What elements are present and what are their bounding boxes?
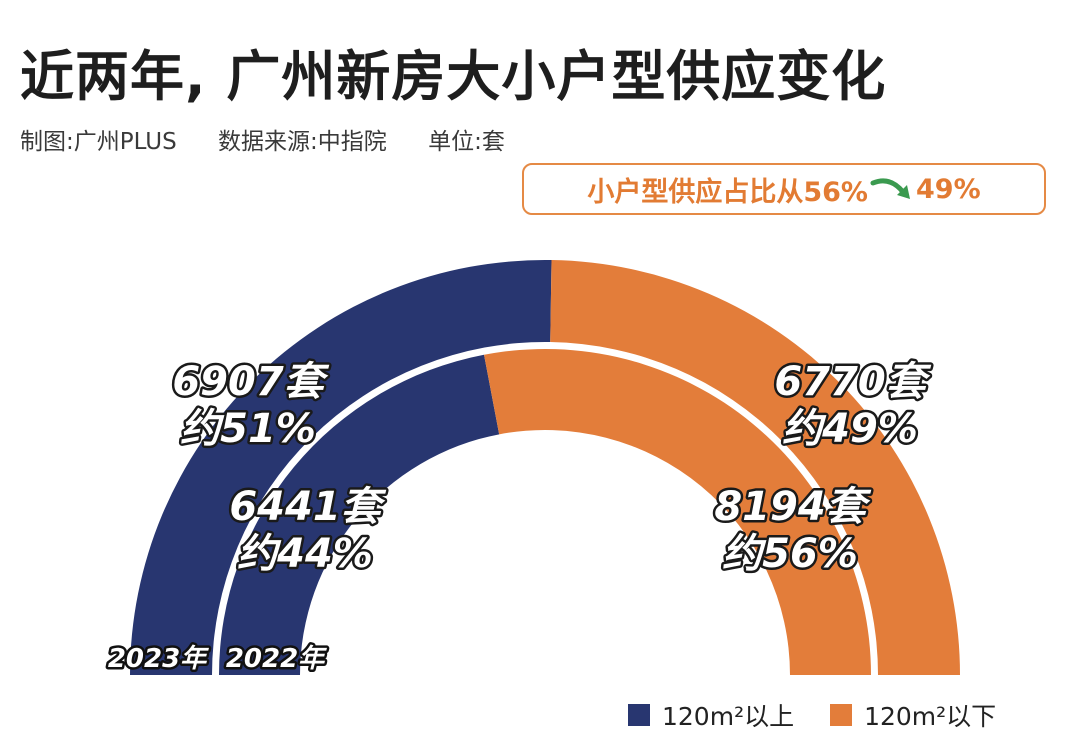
legend-swatch-large bbox=[628, 704, 650, 726]
chart-meta: 制图:广州PLUS 数据来源:中指院 单位:套 bbox=[20, 122, 539, 156]
legend-swatch-small bbox=[830, 704, 853, 726]
unit-text: 单位:套 bbox=[428, 129, 505, 155]
legend-label-small: 120m²以下 bbox=[864, 702, 997, 731]
data-label-2023-small-count: 6770套 bbox=[774, 359, 931, 405]
chart-title: 近两年, 广州新房大小户型供应变化 bbox=[20, 45, 887, 108]
arc-2022-small bbox=[484, 348, 871, 675]
source-text: 数据来源:中指院 bbox=[218, 129, 387, 155]
note-text-before: 小户型供应占比从56% bbox=[587, 176, 868, 208]
credit-text: 制图:广州PLUS bbox=[20, 129, 177, 155]
curved-arrow-icon bbox=[870, 178, 910, 199]
year-label-2023: 2023年 bbox=[108, 644, 209, 674]
legend-label-large: 120m²以上 bbox=[662, 702, 795, 731]
data-label-2022-small-count: 8194套 bbox=[714, 484, 871, 530]
data-label-2022-small-percent: 约56% bbox=[722, 531, 858, 577]
arc-2023-small bbox=[550, 260, 960, 675]
legend-item-large: 120m²以上 bbox=[628, 697, 794, 733]
data-label-2023-large-count: 6907套 bbox=[172, 359, 329, 405]
data-label-2023-small-percent: 约49% bbox=[782, 406, 918, 452]
year-label-2022: 2022年 bbox=[226, 644, 327, 674]
highlight-note: 小户型供应占比从56% 49% bbox=[522, 163, 1046, 215]
arc-2023-large bbox=[130, 260, 552, 675]
legend: 120m²以上 120m²以下 bbox=[628, 697, 1032, 733]
note-text-after: 49% bbox=[916, 173, 981, 205]
legend-item-small: 120m²以下 bbox=[830, 697, 996, 733]
data-label-2022-large-percent: 约44% bbox=[237, 531, 373, 577]
data-label-2022-large-count: 6441套 bbox=[229, 484, 386, 530]
data-label-2023-large-percent: 约51% bbox=[180, 406, 316, 452]
arc-2022-large bbox=[219, 354, 500, 675]
